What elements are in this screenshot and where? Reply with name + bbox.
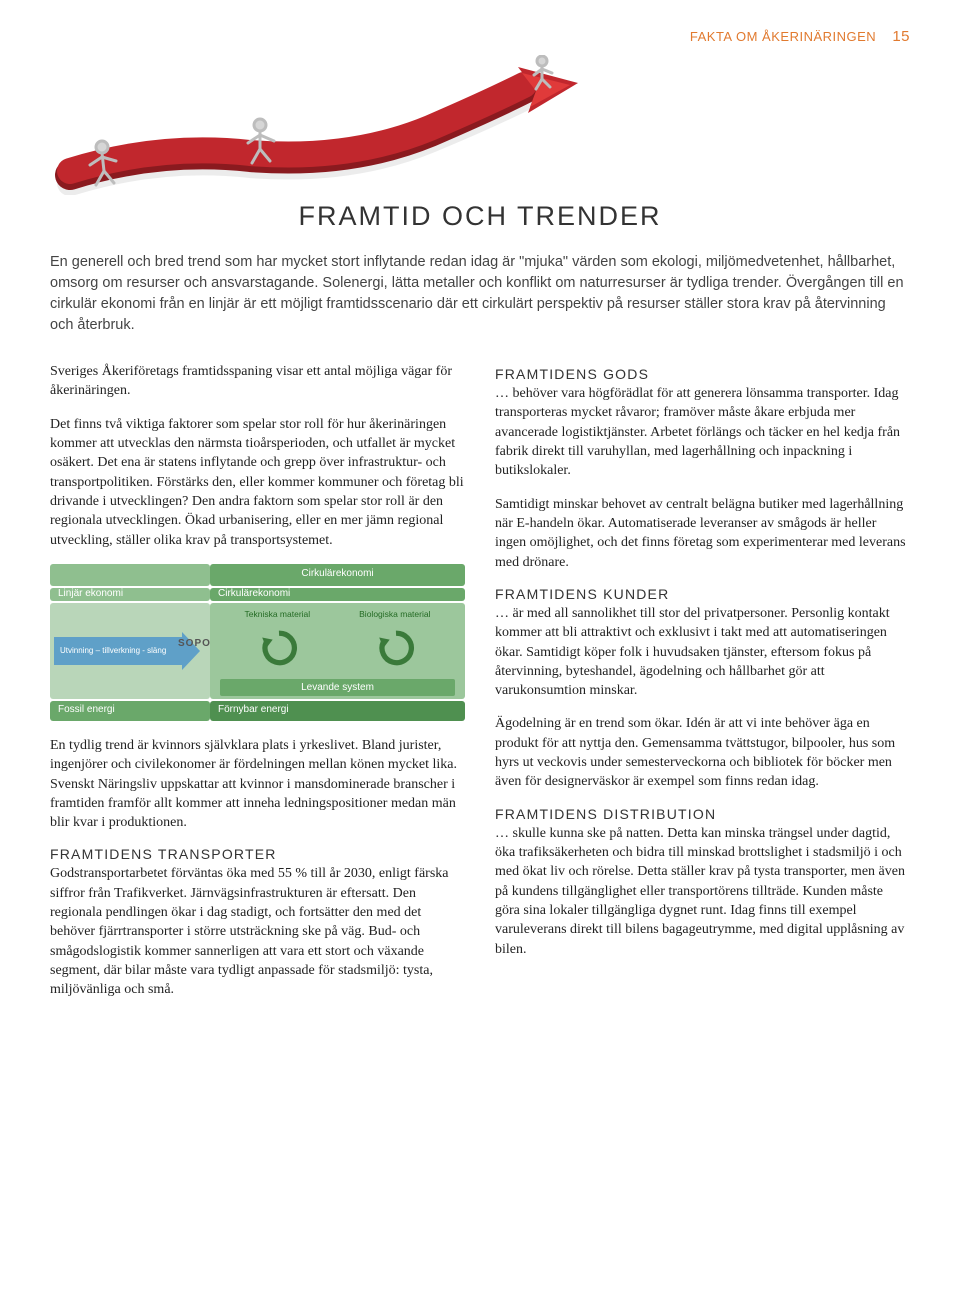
bio-material-label: Biologiska material [359,609,430,619]
hero-illustration [50,55,910,195]
tech-material-label: Tekniska material [244,609,310,619]
diagram-title: Cirkulärekonomi [210,564,465,586]
right-p3: … är med all sannolikhet till stor del p… [495,604,910,701]
left-p1: Sveriges Åkeriföretags framtidsspaning v… [50,362,465,401]
heading-transports: FRAMTIDENS TRANSPORTER [50,846,465,862]
diagram-circular-body: Tekniska material Biologiska material [210,603,465,699]
heading-kunder: FRAMTIDENS KUNDER [495,586,910,602]
left-p3: En tydlig trend är kvinnors självklara p… [50,736,465,833]
recycle-icon [375,627,417,669]
right-p5: … skulle kunna ske på natten. Detta kan … [495,824,910,959]
page-number: 15 [892,28,910,45]
two-column-layout: Sveriges Åkeriföretags framtidsspaning v… [50,362,910,1014]
heading-distribution: FRAMTIDENS DISTRIBUTION [495,806,910,822]
left-column: Sveriges Åkeriföretags framtidsspaning v… [50,362,465,1014]
right-p1: … behöver vara högförädlat för att gener… [495,384,910,481]
diagram-blank-head [50,564,210,586]
circular-economy-diagram: Cirkulärekonomi Linjär ekonomi Cirkuläre… [50,564,465,724]
recycle-icon [258,627,300,669]
diagram-linear-body: Utvinning – tillverkning - släng [50,603,210,699]
left-p2: Det finns två viktiga faktorer som spela… [50,415,465,550]
right-p4: Ägodelning är en trend som ökar. Idén är… [495,714,910,791]
arrow-graphic [50,55,910,195]
running-title: FAKTA OM ÅKERINÄRINGEN [690,29,876,44]
heading-gods: FRAMTIDENS GODS [495,366,910,382]
diagram-linear-label: Linjär ekonomi [50,588,210,601]
diagram-circular-label: Cirkulärekonomi [210,588,465,601]
intro-paragraph: En generell och bred trend som har mycke… [50,252,910,336]
running-header: FAKTA OM ÅKERINÄRINGEN 15 [50,28,910,45]
left-p4: Godstransportarbetet förväntas öka med 5… [50,864,465,999]
renewable-energy-label: Förnybar energi [210,701,465,721]
right-p2: Samtidigt minskar behovet av centralt be… [495,495,910,572]
living-system-label: Levande system [220,679,455,696]
page-title: FRAMTID OCH TRENDER [50,201,910,232]
fossil-energy-label: Fossil energi [50,701,210,721]
linear-arrow: Utvinning – tillverkning - släng [54,637,184,665]
right-column: FRAMTIDENS GODS … behöver vara högförädl… [495,362,910,1014]
